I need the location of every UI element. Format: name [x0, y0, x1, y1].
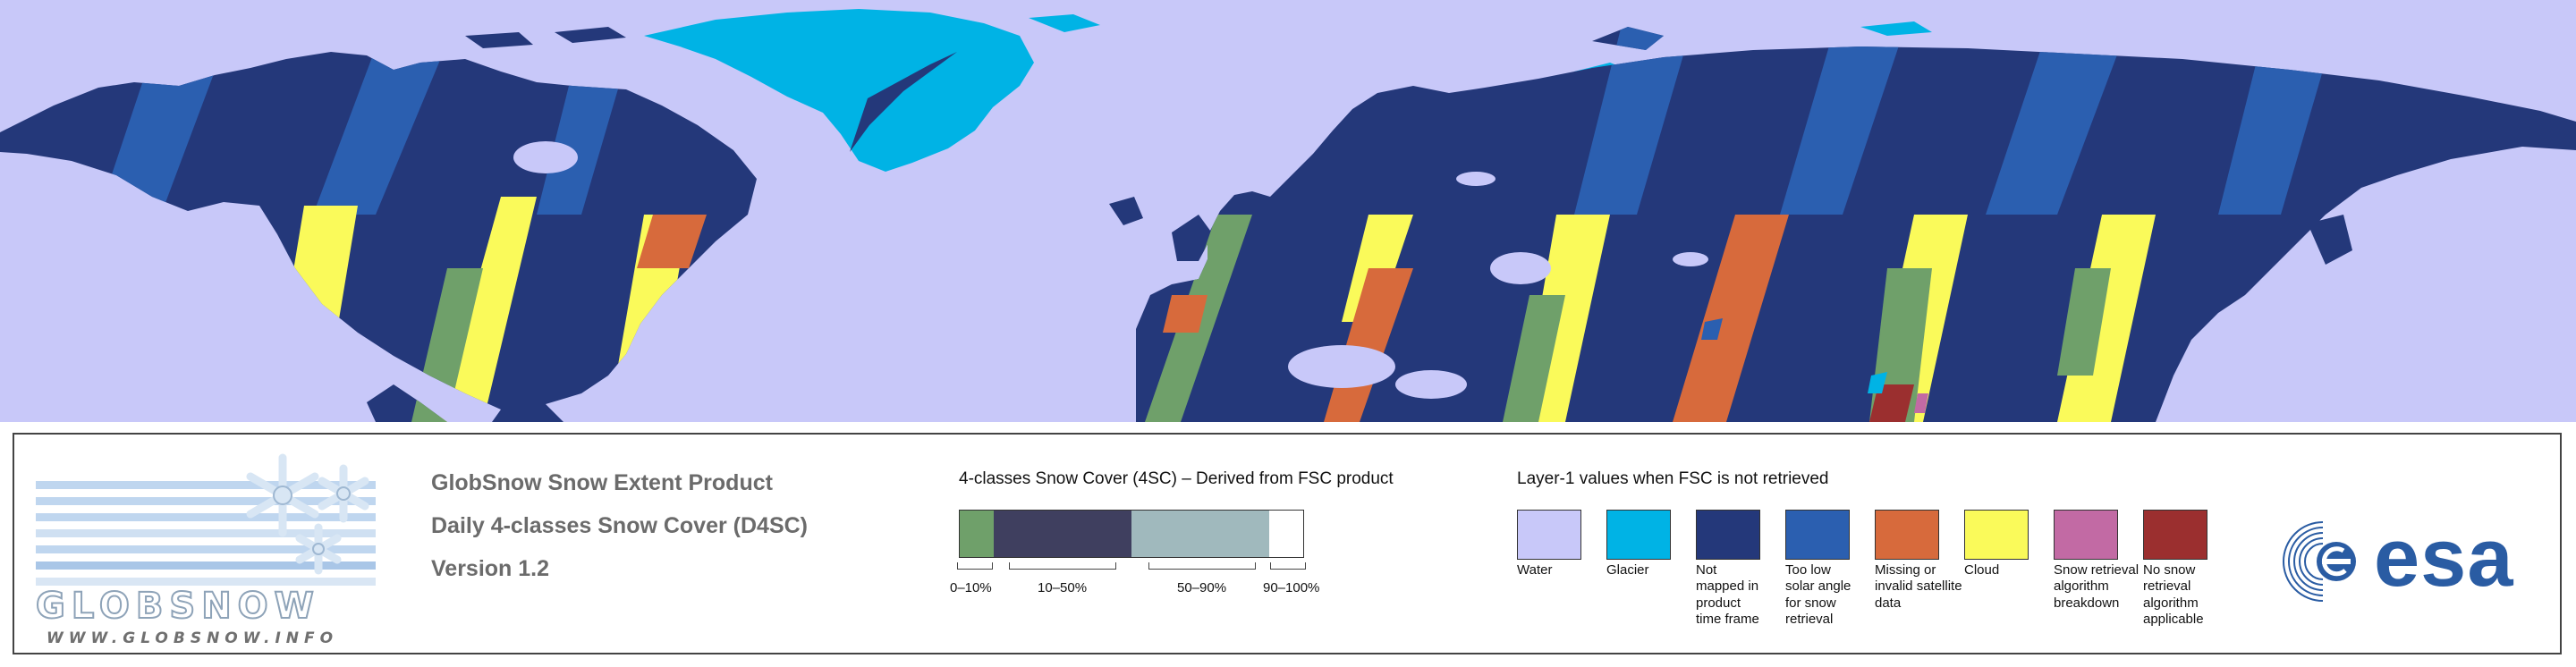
layer1-swatch [1785, 510, 1850, 560]
layer1-label: Not mapped in product time frame [1696, 562, 1759, 627]
layer1-swatch [2143, 510, 2207, 560]
fsc-bracket [1270, 562, 1306, 570]
product-version: Version 1.2 [431, 556, 550, 581]
fsc-class-label: 10–50% [1038, 580, 1088, 595]
fsc-swatch [1268, 511, 1303, 557]
layer1-swatch [1606, 510, 1671, 560]
fsc-class-label: 0–10% [950, 580, 992, 595]
layer1-label: Glacier [1606, 562, 1649, 578]
map-canvas [0, 9, 2576, 422]
layer1-label: Water [1517, 562, 1553, 578]
fsc-class-label: 90–100% [1263, 580, 1320, 595]
layer1-label: No snow retrieval algorithm applicable [2143, 562, 2204, 627]
layer1-swatch [1696, 510, 1760, 560]
esa-wordmark: esa [2374, 512, 2514, 604]
layer1-legend-heading: Layer-1 values when FSC is not retrieved [1517, 469, 1829, 488]
esa-logo: esa [2274, 517, 2542, 615]
fsc-swatch [960, 511, 995, 557]
fsc-bracket [957, 562, 993, 570]
fsc-swatch [994, 511, 1131, 557]
layer1-swatch [1875, 510, 1939, 560]
esa-globe-icon [2283, 521, 2356, 602]
product-title: GlobSnow Snow Extent Product [431, 470, 773, 495]
globsnow-wordmark: GLOBSNOW [35, 586, 320, 627]
layer1-label: Too low solar angle for snow retrieval [1785, 562, 1852, 627]
greenland-glacier [644, 9, 1034, 172]
fsc-legend-heading: 4-classes Snow Cover (4SC) – Derived fro… [959, 469, 1394, 488]
fsc-class-label: 50–90% [1177, 580, 1227, 595]
layer1-label: Cloud [1964, 562, 2000, 578]
layer1-label: Missing or invalid satellite data [1875, 562, 1962, 611]
layer1-swatch [1964, 510, 2029, 560]
layer1-label: Snow retrieval algorithm breakdown [2054, 562, 2140, 611]
fsc-color-bar [959, 510, 1304, 558]
globsnow-logo: GLOBSNOW WWW.GLOBSNOW.INFO [35, 451, 411, 646]
snowflake-icon [246, 453, 369, 575]
fsc-swatch [1131, 511, 1269, 557]
layer1-swatch [1517, 510, 1581, 560]
product-subtitle: Daily 4-classes Snow Cover (D4SC) [431, 513, 808, 538]
layer1-swatch [2054, 510, 2118, 560]
fsc-bracket [1009, 562, 1116, 570]
fsc-bracket [1148, 562, 1256, 570]
globsnow-url[interactable]: WWW.GLOBSNOW.INFO [47, 629, 339, 647]
snow-cover-map[interactable] [0, 0, 2576, 422]
legend-panel: GLOBSNOW WWW.GLOBSNOW.INFO GlobSnow Snow… [13, 433, 2562, 654]
